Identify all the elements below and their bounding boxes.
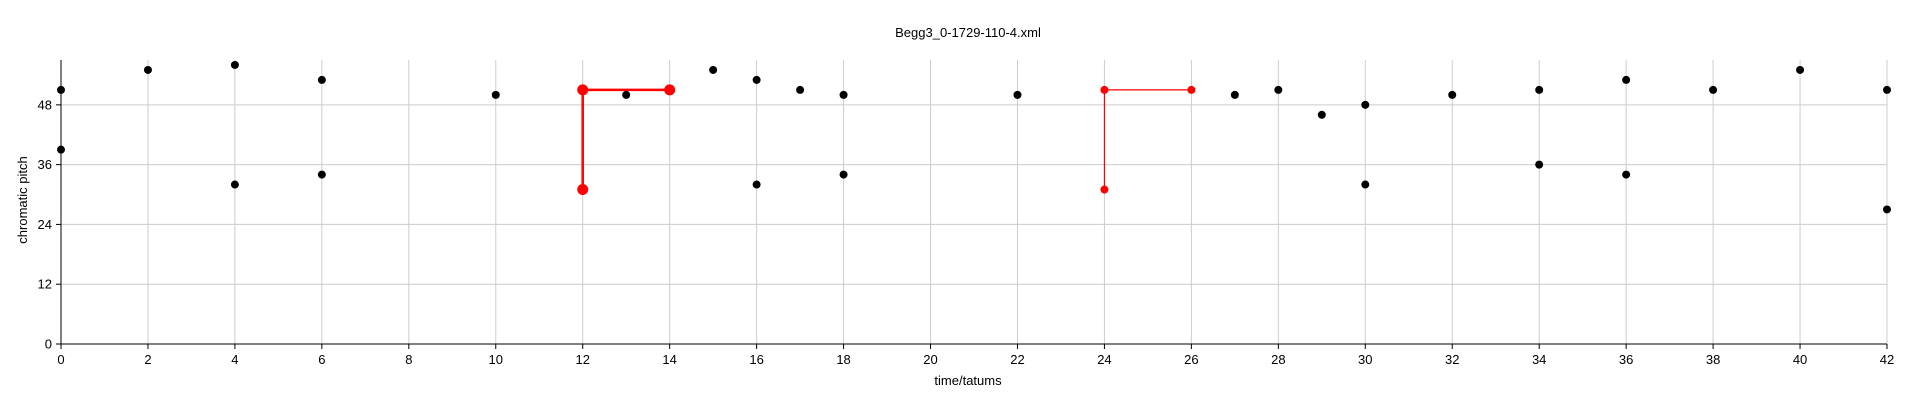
chart-title: Begg3_0-1729-110-4.xml [895,25,1041,40]
highlight-point [577,184,589,196]
data-point [230,180,239,189]
x-tick-label: 2 [144,352,151,367]
x-tick-label: 32 [1445,352,1459,367]
x-tick-label: 6 [318,352,325,367]
data-point [1709,85,1718,94]
data-point [1361,180,1370,189]
x-tick-label: 14 [662,352,676,367]
y-tick-label: 12 [38,277,52,292]
data-point [839,170,848,179]
x-tick-label: 0 [57,352,64,367]
x-tick-label: 20 [923,352,937,367]
x-tick-label: 8 [405,352,412,367]
data-point [491,90,500,99]
data-point [1013,90,1022,99]
data-point [1622,170,1631,179]
highlight-point [1100,185,1109,194]
x-tick-label: 10 [489,352,503,367]
data-point [1274,85,1283,94]
x-tick-label: 24 [1097,352,1111,367]
data-point [57,145,65,154]
data-point [796,85,805,94]
y-tick-label: 24 [38,217,52,232]
note-points [57,60,1891,214]
data-point [752,180,761,189]
x-tick-label: 22 [1010,352,1024,367]
y-axis-label: chromatic pitch [15,156,30,243]
highlight-point [664,84,676,96]
highlighted-intervals [577,84,1196,196]
x-tick-label: 4 [231,352,238,367]
data-point [1448,90,1457,99]
data-point [622,90,631,99]
x-tick-label: 40 [1793,352,1807,367]
data-point [143,65,152,74]
grid [61,60,1888,344]
axes: 0 2 4 6 8 10 12 14 16 18 20 22 24 26 28 30 32 34 36 38 40 420… [38,60,1894,367]
data-point [1535,85,1544,94]
highlight-point [1187,85,1196,94]
highlight-point [1100,85,1109,94]
x-tick-label: 30 [1358,352,1372,367]
x-tick-label: 36 [1619,352,1633,367]
data-point [1535,160,1544,169]
data-point [752,75,761,84]
y-tick-label: 36 [38,157,52,172]
data-point [1883,85,1891,94]
data-point [57,85,65,94]
x-tick-label: 38 [1706,352,1720,367]
data-point [1883,205,1891,214]
y-tick-label: 48 [38,97,52,112]
data-point [317,75,326,84]
data-point [839,90,848,99]
data-point [1230,90,1239,99]
data-point [1317,110,1326,119]
data-point [1622,75,1631,84]
x-tick-label: 16 [749,352,763,367]
x-axis-label: time/tatums [934,373,1002,388]
y-tick-label: 0 [45,337,52,352]
x-tick-label: 28 [1271,352,1285,367]
data-point [317,170,326,179]
data-point [230,60,239,69]
x-tick-label: 34 [1532,352,1546,367]
x-tick-label: 42 [1880,352,1894,367]
data-point [1361,100,1370,109]
data-point [709,65,718,74]
highlight-point [577,84,589,96]
x-tick-label: 18 [836,352,850,367]
x-tick-label: 26 [1184,352,1198,367]
data-point [1796,65,1805,74]
x-tick-label: 12 [575,352,589,367]
